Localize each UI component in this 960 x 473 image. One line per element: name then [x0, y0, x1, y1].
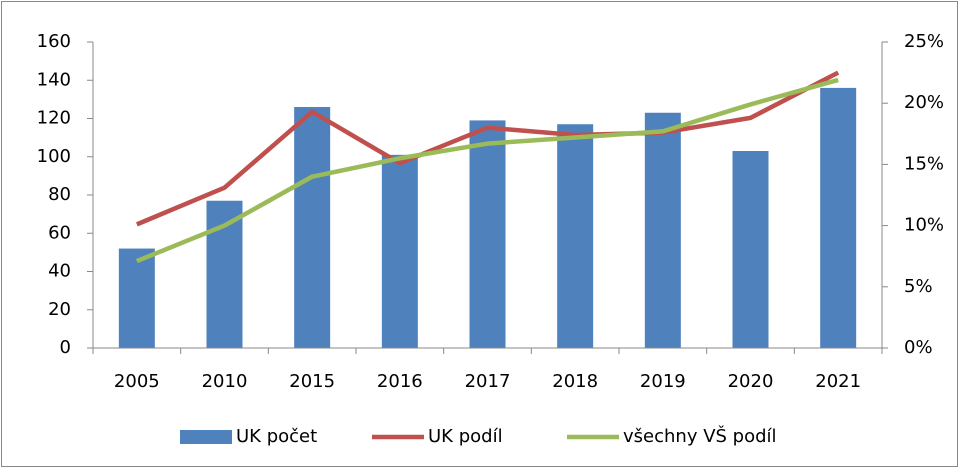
- y-tick-label: 120: [37, 108, 71, 129]
- bar: [118, 248, 155, 348]
- x-tick-label: 2020: [728, 371, 774, 392]
- bar: [294, 107, 331, 349]
- y2-tick-label: 15%: [904, 153, 944, 174]
- x-tick-label: 2021: [815, 371, 861, 392]
- y-tick-label: 140: [37, 69, 71, 90]
- bar: [644, 112, 681, 348]
- y-tick-label: 40: [48, 261, 71, 282]
- x-tick-label: 2005: [114, 371, 160, 392]
- y-tick-label: 60: [48, 222, 71, 243]
- bar: [557, 124, 594, 348]
- y-tick-label: 20: [48, 299, 71, 320]
- y2-tick-label: 20%: [904, 92, 944, 113]
- x-tick-label: 2017: [465, 371, 511, 392]
- x-tick-label: 2019: [640, 371, 686, 392]
- y-tick-label: 100: [37, 146, 71, 167]
- x-tick-label: 2018: [552, 371, 598, 392]
- bar: [732, 151, 769, 348]
- y-tick-label: 0: [60, 337, 71, 358]
- bar: [820, 87, 857, 349]
- legend-label: UK podíl: [428, 426, 503, 447]
- x-tick-label: 2015: [289, 371, 335, 392]
- bar: [469, 120, 506, 348]
- y2-tick-label: 10%: [904, 215, 944, 236]
- y2-tick-label: 25%: [904, 31, 944, 52]
- legend-swatch: [180, 430, 232, 444]
- y2-tick-label: 5%: [904, 276, 933, 297]
- y-tick-label: 80: [48, 184, 71, 205]
- y2-tick-label: 0%: [904, 337, 933, 358]
- legend-label: všechny VŠ podíl: [623, 425, 777, 447]
- x-tick-label: 2016: [377, 371, 423, 392]
- x-tick-label: 2010: [202, 371, 248, 392]
- line: [135, 70, 840, 227]
- line: [135, 77, 839, 264]
- y-tick-label: 160: [37, 31, 71, 52]
- bar: [206, 200, 243, 348]
- legend-label: UK počet: [236, 426, 317, 447]
- bar: [381, 154, 418, 348]
